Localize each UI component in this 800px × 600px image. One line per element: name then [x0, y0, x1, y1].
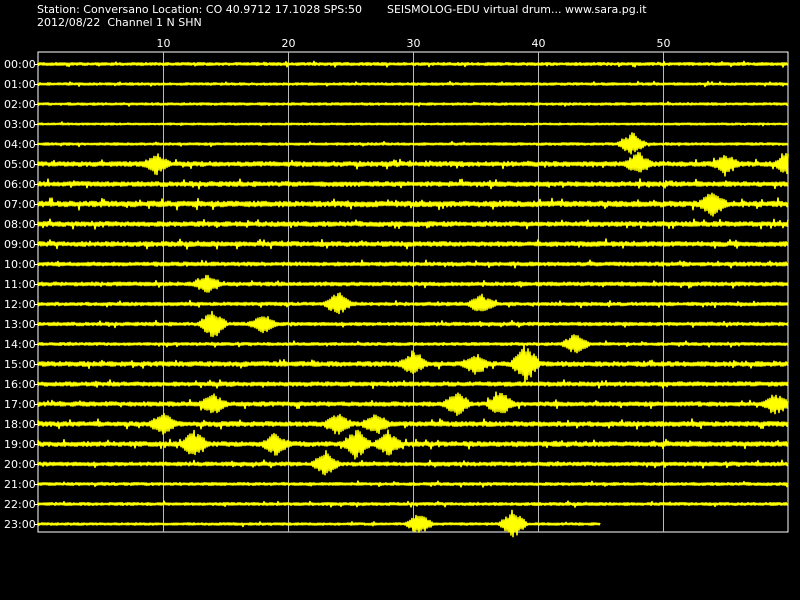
x-tick-label: 40: [532, 37, 546, 50]
row-label: 07:00: [4, 198, 36, 211]
chart-title: SEISMOLOG-EDU virtual drum... www.sara.p…: [387, 3, 647, 16]
trace-row-0700: [37, 192, 789, 217]
trace-row-0400: [37, 132, 789, 155]
date-channel-info: 2012/08/22 Channel 1 N SHN: [37, 16, 202, 29]
trace-row-0800: [37, 218, 789, 230]
trace-row-1200: [37, 292, 789, 315]
row-label: 02:00: [4, 98, 36, 111]
row-label: 03:00: [4, 118, 36, 131]
trace-row-0600: [37, 178, 789, 190]
row-label: 22:00: [4, 498, 36, 511]
row-label: 00:00: [4, 58, 36, 71]
row-label: 05:00: [4, 158, 36, 171]
trace-row-1800: [37, 412, 789, 435]
trace-row-2300: [37, 509, 601, 538]
trace-row-0900: [37, 238, 789, 250]
trace-layer: [37, 60, 789, 538]
row-label: 23:00: [4, 518, 36, 531]
row-label: 18:00: [4, 418, 36, 431]
grid-layer: [34, 51, 789, 533]
row-label: 14:00: [4, 338, 36, 351]
trace-row-0500: [37, 151, 789, 177]
trace-row-1900: [37, 429, 789, 460]
row-label: 21:00: [4, 478, 36, 491]
trace-row-2200: [37, 500, 789, 508]
x-tick-label: 10: [157, 37, 171, 50]
trace-row-0100: [37, 80, 789, 88]
x-tick-label: 30: [407, 37, 421, 50]
trace-row-1700: [37, 391, 789, 416]
x-tick-label: 20: [282, 37, 296, 50]
trace-row-1300: [37, 310, 789, 338]
trace-row-1500: [37, 344, 789, 383]
x-tick-label: 50: [657, 37, 671, 50]
row-label: 15:00: [4, 358, 36, 371]
row-label: 06:00: [4, 178, 36, 191]
label-layer: 10 20 30 40 50 00:00 01:00 02:00 03:00 04:00 05:00…: [4, 37, 671, 531]
trace-row-2000: [37, 450, 789, 476]
row-label: 16:00: [4, 378, 36, 391]
trace-row-0000: [37, 60, 789, 68]
row-label: 17:00: [4, 398, 36, 411]
row-label: 09:00: [4, 238, 36, 251]
trace-row-2100: [37, 480, 789, 488]
trace-row-0300: [37, 121, 789, 127]
trace-row-1400: [37, 334, 789, 354]
trace-row-1000: [37, 259, 789, 269]
row-label: 13:00: [4, 318, 36, 331]
station-info: Station: Conversano Location: CO 40.9712…: [37, 3, 362, 16]
row-label: 08:00: [4, 218, 36, 231]
row-label: 04:00: [4, 138, 36, 151]
row-label: 20:00: [4, 458, 36, 471]
row-label: 01:00: [4, 78, 36, 91]
row-label: 10:00: [4, 258, 36, 271]
row-label: 19:00: [4, 438, 36, 451]
trace-row-1600: [37, 379, 789, 390]
row-label: 12:00: [4, 298, 36, 311]
row-label: 11:00: [4, 278, 36, 291]
trace-row-1100: [37, 274, 789, 293]
trace-row-0200: [37, 101, 789, 107]
